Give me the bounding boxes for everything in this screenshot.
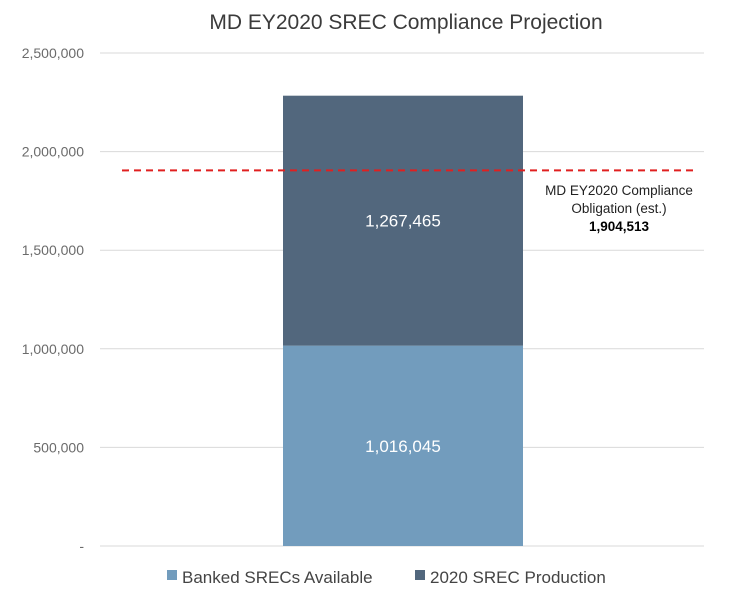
bar-segment-banked-srecs <box>283 345 523 546</box>
y-axis-tick-labels: - 500,000 1,000,000 1,500,000 2,000,000 2,500… <box>22 45 85 554</box>
y-tick-label: - <box>79 538 84 554</box>
bar-segment-2020-srec-production <box>283 95 523 346</box>
y-tick-label: 500,000 <box>33 439 84 455</box>
bar-stack: 1,016,045 1,267,465 <box>283 95 523 546</box>
legend-swatch-2020-srec-production <box>415 570 425 580</box>
reference-value-label: 1,904,513 <box>589 219 650 234</box>
chart-title: MD EY2020 SREC Compliance Projection <box>209 11 602 34</box>
reference-label-line1: MD EY2020 Compliance <box>545 183 693 198</box>
data-label: 1,267,465 <box>365 212 441 231</box>
y-tick-label: 2,500,000 <box>22 45 84 61</box>
data-label: 1,016,045 <box>365 437 441 456</box>
y-tick-label: 1,500,000 <box>22 242 84 258</box>
legend-label-2020-srec-production: 2020 SREC Production <box>430 568 606 587</box>
reference-label-line2: Obligation (est.) <box>571 201 666 216</box>
y-tick-label: 1,000,000 <box>22 341 84 357</box>
legend-label-banked-srecs: Banked SRECs Available <box>182 568 373 587</box>
legend-swatch-banked-srecs <box>167 570 177 580</box>
y-tick-label: 2,000,000 <box>22 144 84 160</box>
legend: Banked SRECs Available 2020 SREC Product… <box>167 568 606 587</box>
reference-line-group: MD EY2020 Compliance Obligation (est.) 1… <box>122 169 697 234</box>
